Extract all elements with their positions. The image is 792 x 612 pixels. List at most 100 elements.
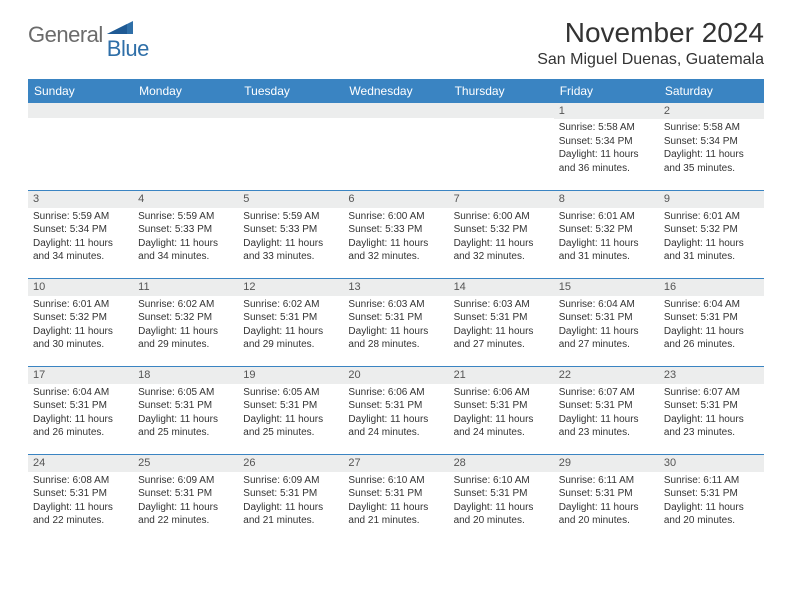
calendar-day-cell: 7Sunrise: 6:00 AMSunset: 5:32 PMDaylight… <box>449 191 554 279</box>
sunrise-text: Sunrise: 5:59 AM <box>33 210 128 224</box>
day-number: 3 <box>28 191 133 207</box>
daylight-text: Daylight: 11 hours and 22 minutes. <box>33 501 128 528</box>
day-number-empty <box>449 103 554 118</box>
sunset-text: Sunset: 5:31 PM <box>243 487 338 501</box>
sunrise-text: Sunrise: 6:04 AM <box>664 298 759 312</box>
day-number: 5 <box>238 191 343 207</box>
daylight-text: Daylight: 11 hours and 35 minutes. <box>664 148 759 175</box>
day-details: Sunrise: 6:01 AMSunset: 5:32 PMDaylight:… <box>28 296 133 356</box>
logo-text-general: General <box>28 22 103 48</box>
calendar-week-row: 3Sunrise: 5:59 AMSunset: 5:34 PMDaylight… <box>28 191 764 279</box>
title-block: November 2024 San Miguel Duenas, Guatema… <box>537 18 764 69</box>
day-details: Sunrise: 6:09 AMSunset: 5:31 PMDaylight:… <box>133 472 238 532</box>
day-number: 25 <box>133 455 238 471</box>
daylight-text: Daylight: 11 hours and 26 minutes. <box>664 325 759 352</box>
calendar-day-cell: 14Sunrise: 6:03 AMSunset: 5:31 PMDayligh… <box>449 279 554 367</box>
daylight-text: Daylight: 11 hours and 30 minutes. <box>33 325 128 352</box>
day-details: Sunrise: 6:09 AMSunset: 5:31 PMDaylight:… <box>238 472 343 532</box>
sunrise-text: Sunrise: 5:58 AM <box>559 121 654 135</box>
day-details: Sunrise: 6:01 AMSunset: 5:32 PMDaylight:… <box>554 208 659 268</box>
day-number: 15 <box>554 279 659 295</box>
calendar-day-cell: 18Sunrise: 6:05 AMSunset: 5:31 PMDayligh… <box>133 367 238 455</box>
day-number-empty <box>238 103 343 118</box>
day-details: Sunrise: 6:11 AMSunset: 5:31 PMDaylight:… <box>554 472 659 532</box>
sunrise-text: Sunrise: 5:58 AM <box>664 121 759 135</box>
sunrise-text: Sunrise: 6:03 AM <box>348 298 443 312</box>
sunset-text: Sunset: 5:32 PM <box>454 223 549 237</box>
calendar-day-cell: 8Sunrise: 6:01 AMSunset: 5:32 PMDaylight… <box>554 191 659 279</box>
day-details: Sunrise: 5:58 AMSunset: 5:34 PMDaylight:… <box>659 119 764 179</box>
sunset-text: Sunset: 5:31 PM <box>243 311 338 325</box>
day-number: 23 <box>659 367 764 383</box>
day-number: 13 <box>343 279 448 295</box>
day-number: 1 <box>554 103 659 119</box>
day-number: 11 <box>133 279 238 295</box>
month-title: November 2024 <box>537 18 764 49</box>
daylight-text: Daylight: 11 hours and 21 minutes. <box>243 501 338 528</box>
daylight-text: Daylight: 11 hours and 34 minutes. <box>138 237 233 264</box>
sunset-text: Sunset: 5:31 PM <box>243 399 338 413</box>
daylight-text: Daylight: 11 hours and 27 minutes. <box>454 325 549 352</box>
sunset-text: Sunset: 5:31 PM <box>33 399 128 413</box>
location-label: San Miguel Duenas, Guatemala <box>537 51 764 69</box>
calendar-day-cell: 22Sunrise: 6:07 AMSunset: 5:31 PMDayligh… <box>554 367 659 455</box>
calendar-week-row: 1Sunrise: 5:58 AMSunset: 5:34 PMDaylight… <box>28 103 764 191</box>
weekday-header: Tuesday <box>238 79 343 103</box>
weekday-header: Friday <box>554 79 659 103</box>
sunset-text: Sunset: 5:31 PM <box>138 399 233 413</box>
day-details: Sunrise: 6:11 AMSunset: 5:31 PMDaylight:… <box>659 472 764 532</box>
calendar-day-cell: 13Sunrise: 6:03 AMSunset: 5:31 PMDayligh… <box>343 279 448 367</box>
sunrise-text: Sunrise: 6:11 AM <box>664 474 759 488</box>
calendar-day-cell: 21Sunrise: 6:06 AMSunset: 5:31 PMDayligh… <box>449 367 554 455</box>
sunrise-text: Sunrise: 6:00 AM <box>348 210 443 224</box>
sunset-text: Sunset: 5:32 PM <box>138 311 233 325</box>
calendar-table: Sunday Monday Tuesday Wednesday Thursday… <box>28 79 764 543</box>
sunrise-text: Sunrise: 6:04 AM <box>559 298 654 312</box>
day-details: Sunrise: 6:07 AMSunset: 5:31 PMDaylight:… <box>659 384 764 444</box>
sunrise-text: Sunrise: 6:07 AM <box>559 386 654 400</box>
day-number: 12 <box>238 279 343 295</box>
daylight-text: Daylight: 11 hours and 31 minutes. <box>664 237 759 264</box>
calendar-day-cell: 28Sunrise: 6:10 AMSunset: 5:31 PMDayligh… <box>449 455 554 543</box>
sunset-text: Sunset: 5:33 PM <box>243 223 338 237</box>
day-details: Sunrise: 6:02 AMSunset: 5:32 PMDaylight:… <box>133 296 238 356</box>
day-details: Sunrise: 6:01 AMSunset: 5:32 PMDaylight:… <box>659 208 764 268</box>
day-number: 27 <box>343 455 448 471</box>
daylight-text: Daylight: 11 hours and 29 minutes. <box>138 325 233 352</box>
daylight-text: Daylight: 11 hours and 32 minutes. <box>454 237 549 264</box>
day-details: Sunrise: 6:08 AMSunset: 5:31 PMDaylight:… <box>28 472 133 532</box>
sunrise-text: Sunrise: 5:59 AM <box>243 210 338 224</box>
day-details: Sunrise: 6:04 AMSunset: 5:31 PMDaylight:… <box>28 384 133 444</box>
daylight-text: Daylight: 11 hours and 33 minutes. <box>243 237 338 264</box>
day-number: 30 <box>659 455 764 471</box>
calendar-week-row: 17Sunrise: 6:04 AMSunset: 5:31 PMDayligh… <box>28 367 764 455</box>
weekday-header: Saturday <box>659 79 764 103</box>
calendar-day-cell: 5 Sunrise: 5:59 AMSunset: 5:33 PMDaylight… <box>238 191 343 279</box>
calendar-week-row: 10Sunrise: 6:01 AMSunset: 5:32 PMDayligh… <box>28 279 764 367</box>
sunset-text: Sunset: 5:31 PM <box>664 399 759 413</box>
day-number: 9 <box>659 191 764 207</box>
sunrise-text: Sunrise: 6:01 AM <box>664 210 759 224</box>
calendar-day-cell: 1 Sunrise: 5:58 AMSunset: 5:34 PMDaylight… <box>554 103 659 191</box>
daylight-text: Daylight: 11 hours and 36 minutes. <box>559 148 654 175</box>
calendar-day-cell: 6Sunrise: 6:00 AMSunset: 5:33 PMDaylight… <box>343 191 448 279</box>
calendar-day-cell: 26Sunrise: 6:09 AMSunset: 5:31 PMDayligh… <box>238 455 343 543</box>
calendar-day-cell <box>238 103 343 191</box>
daylight-text: Daylight: 11 hours and 23 minutes. <box>559 413 654 440</box>
day-number-empty <box>133 103 238 118</box>
sunrise-text: Sunrise: 6:05 AM <box>243 386 338 400</box>
daylight-text: Daylight: 11 hours and 21 minutes. <box>348 501 443 528</box>
weekday-header: Wednesday <box>343 79 448 103</box>
sunset-text: Sunset: 5:34 PM <box>664 135 759 149</box>
calendar-day-cell <box>343 103 448 191</box>
sunset-text: Sunset: 5:34 PM <box>559 135 654 149</box>
day-details: Sunrise: 6:05 AMSunset: 5:31 PMDaylight:… <box>238 384 343 444</box>
calendar-day-cell: 25Sunrise: 6:09 AMSunset: 5:31 PMDayligh… <box>133 455 238 543</box>
day-number: 21 <box>449 367 554 383</box>
day-details: Sunrise: 6:04 AMSunset: 5:31 PMDaylight:… <box>659 296 764 356</box>
daylight-text: Daylight: 11 hours and 22 minutes. <box>138 501 233 528</box>
daylight-text: Daylight: 11 hours and 20 minutes. <box>559 501 654 528</box>
calendar-week-row: 24Sunrise: 6:08 AMSunset: 5:31 PMDayligh… <box>28 455 764 543</box>
daylight-text: Daylight: 11 hours and 31 minutes. <box>559 237 654 264</box>
logo-text-blue: Blue <box>107 36 149 62</box>
